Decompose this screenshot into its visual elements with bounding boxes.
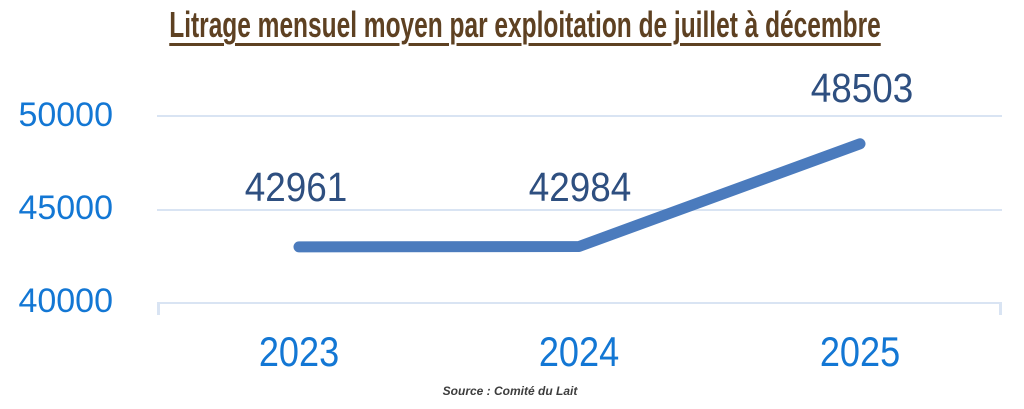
y-axis-tick-label: 40000	[18, 282, 113, 320]
trend-line	[293, 138, 866, 253]
chart-title: Litrage mensuel moyen par exploitation d…	[169, 4, 881, 45]
source-note: Source : Comité du Lait	[442, 384, 578, 398]
data-label-2024: 42984	[528, 164, 632, 210]
gridline-45000	[157, 209, 1002, 211]
y-axis-tick-label: 45000	[18, 189, 113, 227]
axis-endcap-left	[157, 302, 160, 315]
gridline-40000-axis	[157, 302, 1002, 304]
x-axis-category-label: 2025	[819, 328, 901, 375]
x-axis-category-label: 2024	[538, 328, 620, 375]
data-label-2025: 48503	[810, 65, 914, 111]
gridline-50000	[157, 115, 1002, 117]
x-axis-category-label: 2023	[258, 328, 340, 375]
data-label-2023: 42961	[244, 164, 348, 210]
y-axis-tick-label: 50000	[18, 96, 113, 134]
axis-endcap-right	[999, 302, 1002, 315]
